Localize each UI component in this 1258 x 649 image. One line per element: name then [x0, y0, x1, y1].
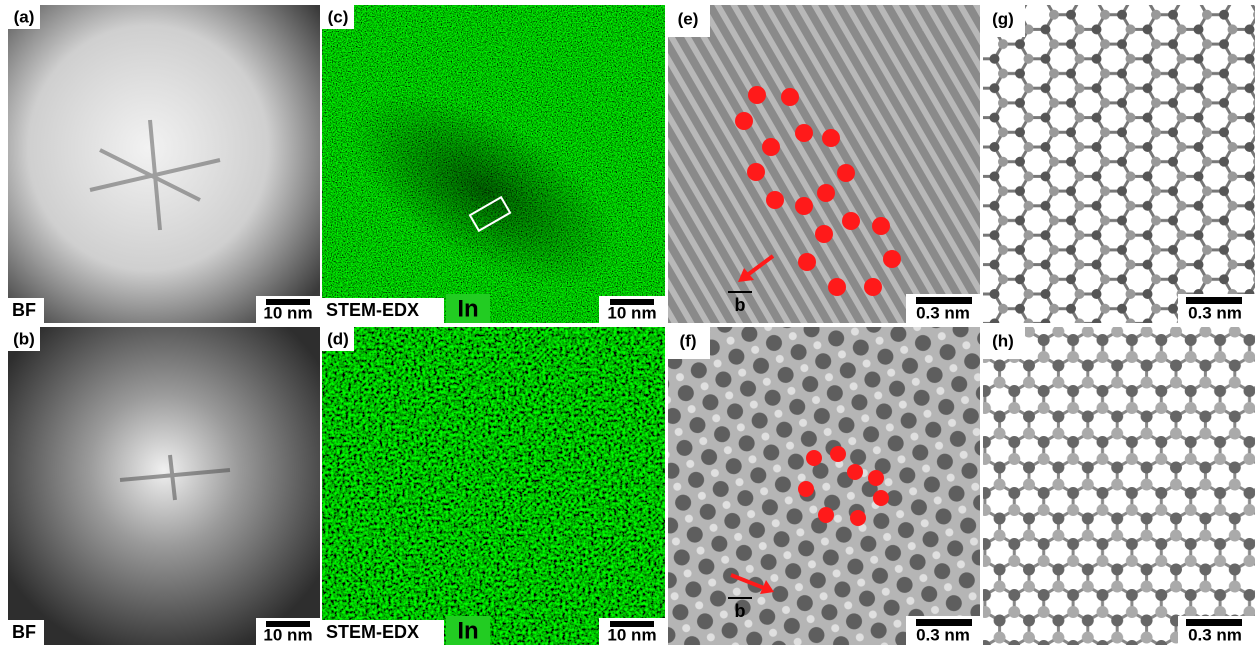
element: In	[457, 295, 478, 322]
panel-label: (g)	[992, 9, 1014, 28]
scale-label: 0.3 nm	[1188, 303, 1242, 322]
panel-h-image	[983, 327, 1255, 645]
scale-label: 0.3 nm	[916, 303, 970, 322]
caption: STEM-EDX	[326, 300, 419, 320]
panel-label: (h)	[992, 331, 1014, 350]
panel-d-image	[322, 327, 665, 645]
panel-f-image	[668, 327, 980, 645]
element: In	[457, 617, 478, 644]
panel-label: (a)	[14, 7, 35, 26]
scale-label: 10 nm	[263, 303, 312, 322]
scale-label: 0.3 nm	[916, 625, 970, 644]
caption: BF	[12, 300, 36, 320]
scale-label: 10 nm	[607, 303, 656, 322]
panel-label: (c)	[328, 7, 349, 26]
vector-label: b	[735, 295, 746, 315]
panel-label: (f)	[680, 331, 697, 350]
scale-label: 10 nm	[607, 625, 656, 644]
caption: STEM-EDX	[326, 622, 419, 642]
panel-a-image	[8, 5, 320, 323]
panel-label: (b)	[13, 329, 35, 348]
scale-label: 10 nm	[263, 625, 312, 644]
vector-label: b	[735, 601, 746, 621]
panel-b-image	[8, 327, 320, 645]
panel-label: (e)	[678, 9, 699, 28]
scale-label: 0.3 nm	[1188, 625, 1242, 644]
panel-g-image	[983, 5, 1255, 323]
panel-label: (d)	[327, 329, 349, 348]
figure: b b (a) (b) (c) (d) (e) (f) (g) (h) BF B…	[0, 0, 1258, 649]
panel-e-image	[668, 5, 980, 323]
caption: BF	[12, 622, 36, 642]
page: {"panels": [ {"label": "(a)", "caption":…	[0, 0, 1258, 649]
